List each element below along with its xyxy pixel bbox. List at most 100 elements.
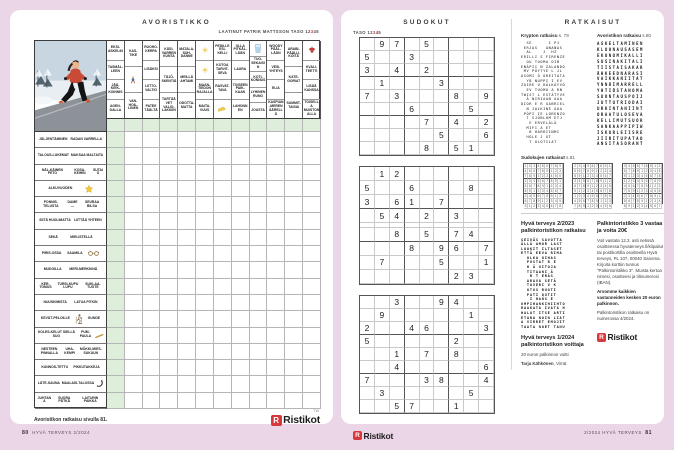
crossword-cell[interactable] bbox=[142, 213, 161, 230]
crossword-cell[interactable] bbox=[303, 311, 321, 328]
crossword-cell[interactable] bbox=[231, 180, 250, 198]
crossword-cell[interactable] bbox=[213, 343, 232, 361]
crossword-cell[interactable] bbox=[160, 164, 179, 181]
sudoku-cell[interactable] bbox=[374, 269, 390, 284]
crossword-cell[interactable] bbox=[267, 278, 286, 295]
crossword-cell[interactable] bbox=[303, 278, 321, 295]
crossword-cell[interactable] bbox=[124, 376, 143, 393]
crossword-cell[interactable] bbox=[285, 229, 304, 247]
crossword-cell[interactable] bbox=[196, 229, 214, 247]
crossword-cell[interactable] bbox=[285, 278, 304, 295]
sudoku-cell[interactable] bbox=[479, 400, 494, 413]
crossword-cell[interactable] bbox=[303, 229, 321, 247]
crossword-cell[interactable] bbox=[124, 327, 143, 344]
crossword-cell[interactable] bbox=[107, 229, 125, 247]
crossword-cell[interactable] bbox=[303, 262, 321, 279]
sudoku-cell[interactable] bbox=[404, 309, 420, 322]
crossword-cell[interactable] bbox=[303, 376, 321, 393]
sudoku-cell[interactable] bbox=[419, 77, 435, 90]
sudoku-cell[interactable] bbox=[374, 142, 390, 155]
crossword-cell[interactable] bbox=[267, 392, 286, 410]
crossword-cell[interactable] bbox=[285, 119, 304, 132]
crossword-cell[interactable] bbox=[196, 246, 214, 263]
crossword-cell[interactable] bbox=[196, 262, 214, 279]
sudoku-cell[interactable] bbox=[360, 361, 375, 374]
crossword-cell[interactable] bbox=[267, 229, 286, 247]
sudoku-cell[interactable] bbox=[360, 296, 375, 309]
crossword-cell[interactable] bbox=[160, 278, 179, 295]
sudoku-cell[interactable] bbox=[419, 90, 435, 103]
crossword-cell[interactable] bbox=[231, 197, 250, 214]
crossword-cell[interactable] bbox=[285, 376, 304, 393]
sudoku-cell[interactable] bbox=[464, 90, 480, 103]
crossword-cell[interactable] bbox=[196, 180, 214, 198]
sudoku-cell[interactable] bbox=[449, 309, 465, 322]
sudoku-cell[interactable] bbox=[434, 335, 450, 348]
crossword-cell[interactable] bbox=[249, 311, 268, 328]
crossword-cell[interactable] bbox=[107, 327, 125, 344]
sudoku-cell[interactable] bbox=[374, 400, 390, 413]
sudoku-cell[interactable] bbox=[404, 361, 420, 374]
sudoku-cell[interactable] bbox=[479, 387, 494, 400]
sudoku-cell[interactable] bbox=[449, 129, 465, 142]
sudoku-cell[interactable] bbox=[360, 223, 375, 228]
crossword-cell[interactable] bbox=[285, 148, 304, 165]
crossword-cell[interactable] bbox=[196, 164, 214, 181]
sudoku-cell[interactable] bbox=[374, 64, 390, 77]
sudoku-cell[interactable] bbox=[464, 77, 480, 90]
crossword-cell[interactable] bbox=[160, 294, 179, 312]
sudoku-cell[interactable] bbox=[464, 322, 480, 335]
sudoku-cell[interactable] bbox=[419, 387, 435, 400]
crossword-cell[interactable] bbox=[107, 294, 125, 312]
sudoku-cell[interactable] bbox=[374, 195, 390, 210]
sudoku-cell[interactable] bbox=[434, 387, 450, 400]
sudoku-cell[interactable] bbox=[449, 77, 465, 90]
sudoku-cell[interactable] bbox=[479, 335, 494, 348]
sudoku-cell[interactable] bbox=[404, 335, 420, 348]
crossword-cell[interactable] bbox=[249, 262, 268, 279]
crossword-cell[interactable] bbox=[124, 132, 143, 149]
sudoku-cell[interactable] bbox=[434, 116, 450, 129]
sudoku-cell[interactable] bbox=[479, 195, 494, 210]
crossword-cell[interactable] bbox=[124, 262, 143, 279]
crossword-cell[interactable] bbox=[249, 246, 268, 263]
sudoku-cell[interactable] bbox=[479, 209, 494, 224]
crossword-cell[interactable] bbox=[107, 213, 125, 230]
sudoku-cell[interactable] bbox=[419, 255, 435, 270]
crossword-cell[interactable] bbox=[303, 294, 321, 312]
crossword-cell[interactable] bbox=[107, 246, 125, 263]
crossword-cell[interactable] bbox=[142, 262, 161, 279]
sudoku-cell[interactable] bbox=[360, 116, 375, 129]
crossword-cell[interactable] bbox=[160, 392, 179, 410]
sudoku-cell[interactable] bbox=[374, 116, 390, 129]
sudoku-cell[interactable] bbox=[404, 387, 420, 400]
sudoku-cell[interactable] bbox=[404, 223, 420, 228]
sudoku-cell[interactable] bbox=[464, 209, 480, 224]
crossword-cell[interactable] bbox=[178, 164, 197, 181]
sudoku-cell[interactable] bbox=[449, 374, 465, 387]
crossword-cell[interactable] bbox=[285, 360, 304, 377]
sudoku-cell[interactable] bbox=[449, 181, 465, 196]
crossword-cell[interactable] bbox=[160, 311, 179, 328]
crossword-cell[interactable] bbox=[267, 311, 286, 328]
crossword-cell[interactable] bbox=[303, 148, 321, 165]
crossword-cell[interactable] bbox=[142, 311, 161, 328]
sudoku-cell[interactable] bbox=[434, 227, 450, 242]
crossword-cell[interactable] bbox=[142, 360, 161, 377]
crossword-cell[interactable] bbox=[196, 376, 214, 393]
crossword-cell[interactable] bbox=[231, 392, 250, 410]
sudoku-cell[interactable] bbox=[449, 387, 465, 400]
sudoku-cell[interactable] bbox=[464, 129, 480, 142]
crossword-cell[interactable] bbox=[142, 119, 161, 132]
crossword-cell[interactable] bbox=[142, 343, 161, 361]
sudoku-cell[interactable] bbox=[464, 51, 480, 64]
sudoku-cell[interactable] bbox=[374, 296, 390, 309]
crossword-cell[interactable] bbox=[249, 229, 268, 247]
crossword-cell[interactable] bbox=[267, 376, 286, 393]
crossword-cell[interactable] bbox=[178, 343, 197, 361]
sudoku-cell[interactable] bbox=[404, 129, 420, 142]
sudoku-cell[interactable] bbox=[434, 90, 450, 103]
sudoku-cell[interactable] bbox=[389, 77, 405, 90]
sudoku-cell[interactable] bbox=[374, 129, 390, 142]
crossword-cell[interactable] bbox=[213, 262, 232, 279]
